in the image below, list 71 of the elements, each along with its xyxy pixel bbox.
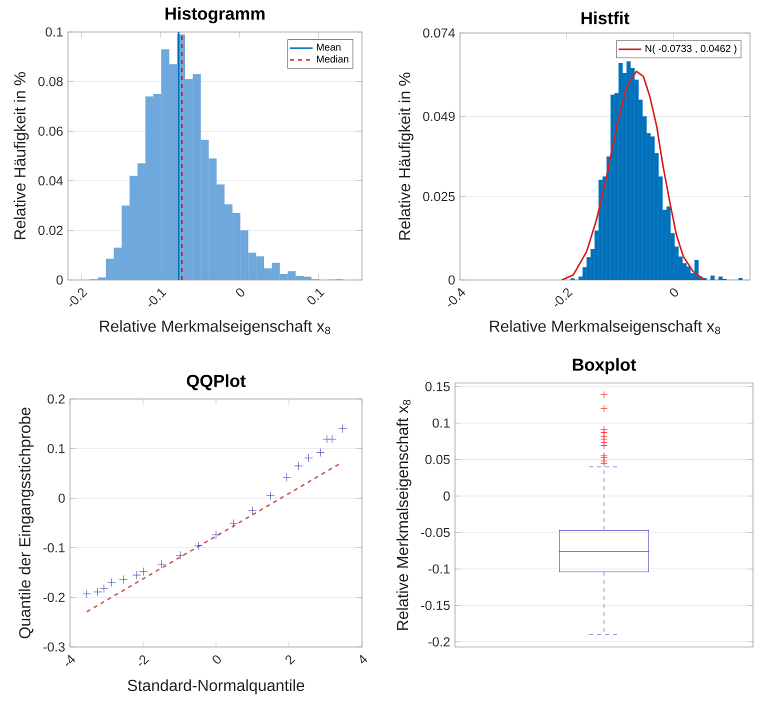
y-axis-title: Relative Häufigkeit in % [398, 72, 414, 240]
x-tick-label: -0.2 [554, 288, 573, 307]
point [132, 570, 142, 580]
point [212, 530, 220, 540]
point [304, 454, 313, 462]
y-tick-label: 0.08 [38, 76, 63, 86]
point [248, 506, 257, 515]
point [328, 434, 336, 444]
point [176, 550, 185, 560]
y-tick-label: 0.1 [46, 27, 63, 37]
y-tick-label: 0.04 [38, 176, 63, 186]
x-tick-label: 0 [212, 655, 221, 664]
x-tick-label: 4 [360, 654, 368, 664]
chart-title: QQPlot [186, 374, 246, 390]
point [316, 448, 325, 457]
y-tick-label: -0.05 [421, 528, 450, 538]
x-tick-label: -0.2 [70, 288, 88, 307]
y-tick-label: 0.05 [425, 454, 450, 464]
point [139, 567, 148, 576]
y-axis-title: Relative Häufigkeit in % [14, 72, 29, 240]
y-tick-label: 0 [448, 275, 455, 285]
x-tick-label: -2 [138, 655, 149, 666]
y-tick-label: -0.15 [421, 600, 450, 610]
point [119, 575, 128, 584]
y-tick-label: 0.074 [423, 28, 455, 38]
point [107, 578, 116, 587]
x-tick-label: -0.4 [448, 288, 466, 307]
legend-label: Median [316, 55, 348, 63]
y-tick-label: 0 [444, 491, 450, 501]
y-tick-label: 0.06 [38, 126, 63, 136]
point [93, 588, 102, 596]
y-tick-label: 0.15 [425, 382, 450, 392]
y-tick-label: -0.1 [43, 543, 65, 552]
chart-title: Histfit [582, 12, 630, 24]
y-tick-label: 0.049 [423, 112, 455, 122]
y-tick-label: 0.1 [48, 444, 65, 454]
y-tick-label: 0.1 [432, 418, 450, 428]
point [266, 491, 275, 500]
y-tick-label: -0.2 [428, 637, 450, 646]
y-axis-title: Relative Merkmalseigenschaft x$_{8}$ [396, 400, 412, 630]
y-tick-label: 0.025 [423, 192, 455, 202]
y-tick-label: 0.2 [48, 394, 65, 404]
chart-title: Boxplot [572, 358, 636, 374]
x-tick-label: -4 [66, 654, 76, 666]
y-tick-label: -0.3 [43, 642, 65, 652]
point [338, 424, 347, 434]
y-axis-title: Quantile der Eingangsstichprobe [18, 408, 34, 638]
point [282, 473, 292, 482]
y-tick-label: 0 [56, 275, 63, 285]
x-tick-label: 2 [285, 655, 295, 665]
x-axis-title: Relative Merkmalseigenschaft x$_{8}$ [490, 320, 720, 336]
point [100, 584, 108, 593]
point [294, 462, 303, 470]
x-tick-label: -0.1 [148, 288, 166, 307]
chart-title: Histogramm [166, 7, 264, 24]
point [82, 590, 92, 598]
point [194, 542, 203, 550]
legend-label: N( -0.0733 , 0.0462 ) [646, 44, 736, 54]
x-axis-title: Relative Merkmalseigenschaft x$_{8}$ [100, 320, 330, 336]
y-tick-label: 0 [58, 494, 65, 503]
legend-label: Mean [316, 44, 340, 51]
point [229, 519, 238, 528]
x-axis-title: Standard-Normalquantile [128, 679, 304, 694]
x-tick-label: 0 [670, 288, 678, 297]
x-tick-label: 0 [236, 288, 244, 297]
y-tick-label: -0.1 [428, 564, 450, 574]
point [157, 560, 166, 568]
y-tick-label: -0.2 [43, 592, 65, 602]
x-tick-label: 0.1 [307, 288, 325, 304]
y-tick-label: 0.02 [38, 226, 63, 236]
line-series [561, 70, 706, 280]
